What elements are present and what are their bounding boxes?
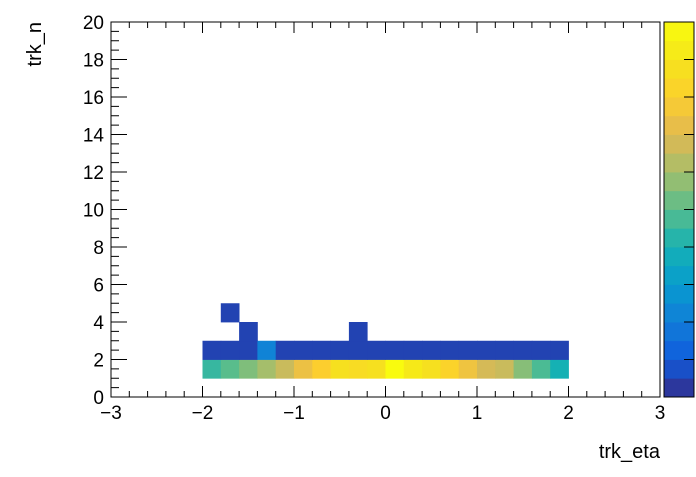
x-tick-label: 3 <box>655 403 666 424</box>
x-tick-label: −1 <box>283 403 305 424</box>
heatmap-cell <box>294 359 313 379</box>
heatmap-cell <box>495 359 514 379</box>
colorbar-band <box>664 190 694 210</box>
x-axis-label: trk_eta <box>599 441 661 463</box>
heatmap-cell <box>477 340 496 360</box>
y-tick-label: 20 <box>83 13 104 34</box>
heatmap-cell <box>348 340 368 360</box>
heatmap-cell <box>312 340 331 360</box>
x-tick-label: 2 <box>563 403 574 424</box>
heatmap-cell <box>257 359 277 379</box>
heatmap-cell <box>495 340 514 360</box>
colorbar-band <box>664 284 694 304</box>
colorbar-band <box>664 359 694 379</box>
heatmap-cell <box>257 340 277 360</box>
heatmap-cell <box>513 340 533 360</box>
y-axis-label: trk_n <box>24 22 46 66</box>
colorbar-band <box>664 153 694 173</box>
heatmap-cell <box>458 340 478 360</box>
heatmap-cell <box>312 359 331 379</box>
y-tick-label: 10 <box>83 201 104 222</box>
colorbar-band <box>664 378 694 398</box>
heatmap-cell <box>202 340 222 360</box>
colorbar-band <box>664 134 694 154</box>
y-tick-label: 14 <box>83 126 105 147</box>
y-tick-label: 0 <box>93 388 104 409</box>
x-tick-label: 1 <box>472 403 483 424</box>
heatmap-cell <box>239 322 258 342</box>
y-tick-label: 4 <box>93 313 104 334</box>
colorbar-band <box>664 322 694 342</box>
colorbar-band <box>664 209 694 229</box>
heatmap-cell <box>275 340 295 360</box>
heatmap-cell <box>330 340 350 360</box>
heatmap-cell <box>422 340 441 360</box>
heatmap-cell <box>367 359 386 379</box>
heatmap-cell <box>440 359 460 379</box>
heatmap-cell <box>385 359 405 379</box>
colorbar-band <box>664 172 694 192</box>
y-tick-label: 12 <box>83 163 104 184</box>
colorbar-band <box>664 40 694 60</box>
heatmap-cell <box>239 340 258 360</box>
heatmap-cell <box>348 322 368 342</box>
x-tick-label: −3 <box>100 403 122 424</box>
heatmap-cell <box>220 303 240 323</box>
heatmap-cell <box>403 359 423 379</box>
colorbar-band <box>664 247 694 267</box>
heatmap-cell <box>550 340 569 360</box>
x-tick-label: 0 <box>380 403 391 424</box>
heatmap-cell <box>239 359 258 379</box>
colorbar-band <box>664 22 694 42</box>
heatmap-cell <box>367 340 386 360</box>
heatmap-cell <box>403 340 423 360</box>
colorbar-band <box>664 59 694 79</box>
heatmap-cell <box>330 359 350 379</box>
heatmap-cell <box>513 359 533 379</box>
heatmap-cell <box>294 340 313 360</box>
colorbar-band <box>664 97 694 117</box>
y-tick-label: 18 <box>83 51 104 72</box>
heatmap-cell <box>477 359 496 379</box>
colorbar <box>663 21 695 398</box>
heatmap-cell <box>275 359 295 379</box>
heatmap-cell <box>220 340 240 360</box>
colorbar-band <box>664 228 694 248</box>
heatmap-cell <box>531 340 551 360</box>
colorbar-band <box>664 115 694 135</box>
heatmap-cell <box>531 359 551 379</box>
heatmap-cell <box>348 359 368 379</box>
colorbar-band <box>664 340 694 360</box>
heatmap-cell <box>385 340 405 360</box>
heatmap-cell <box>440 340 460 360</box>
heatmap-cell <box>458 359 478 379</box>
heatmap-cell <box>550 359 569 379</box>
y-tick-label: 2 <box>93 351 104 372</box>
x-tick-label: −2 <box>192 403 214 424</box>
heatmap-cell <box>220 359 240 379</box>
heatmap-cells <box>202 303 569 379</box>
heatmap-cell <box>202 359 222 379</box>
colorbar-band <box>664 78 694 98</box>
colorbar-band <box>664 265 694 285</box>
y-tick-label: 6 <box>93 276 104 297</box>
y-tick-label: 16 <box>83 88 104 109</box>
heatmap-cell <box>422 359 441 379</box>
y-tick-label: 8 <box>93 238 104 259</box>
colorbar-band <box>664 303 694 323</box>
